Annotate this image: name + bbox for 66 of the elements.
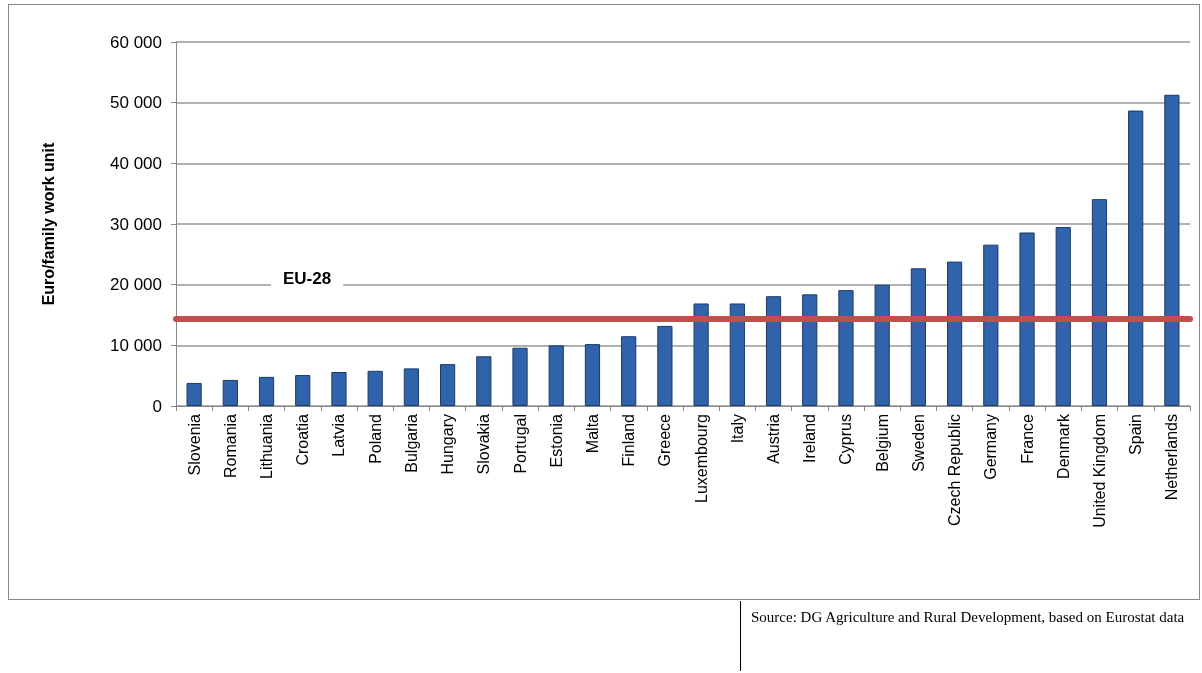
bar [222,379,238,406]
x-tick-label: Spain [1127,414,1145,455]
bar [1128,110,1144,406]
x-tick-label: Greece [656,413,674,467]
x-tick-label: Bulgaria [402,413,420,473]
bar [693,303,709,406]
bar [657,325,673,406]
bar [403,368,419,406]
bar [874,284,890,406]
x-tick-label: Malta [583,413,601,454]
x-tick-label: France [1018,413,1036,464]
bar [512,347,528,406]
y-tick-label: 60 000 [110,32,162,52]
x-tick-label: Finland [620,414,638,467]
x-tick-label: Latvia [330,413,348,457]
ref-line-label: EU-28 [283,268,332,288]
bar [548,345,564,406]
x-tick-label: Estonia [547,413,565,468]
y-tick-label: 50 000 [110,93,162,113]
y-axis-title: Euro/family work unit [39,141,57,306]
bar [765,296,782,406]
x-tick-label: Lithuania [258,413,276,479]
x-tick-label: Belgium [873,414,891,472]
bar [476,356,492,406]
x-tick-label: Italy [728,414,746,444]
y-tick-label: 0 [152,396,162,416]
bar [440,364,456,406]
y-tick-label: 40 000 [110,153,162,173]
bar [1164,94,1180,406]
x-tick-label: Cyprus [837,414,855,465]
bar [621,336,637,406]
x-tick-label: Slovenia [185,413,203,476]
source-note: Source: DG Agriculture and Rural Development, based on Eurostat data [740,601,1195,671]
bar [331,372,347,406]
bar [910,268,926,406]
x-tick-label: Portugal [511,414,529,474]
x-tick-label: Luxembourg [692,414,710,503]
x-tick-label: Netherlands [1163,414,1181,501]
x-tick-label: Czech Republic [946,414,964,527]
bar [295,375,311,406]
x-tick-label: Poland [366,414,384,464]
x-tick-label: Denmark [1054,413,1072,479]
bar [367,370,383,406]
bar [983,244,999,406]
x-tick-label: Sweden [909,414,927,472]
x-tick-label: Hungary [439,414,457,475]
bar [802,294,818,406]
bar [584,344,601,406]
bar [186,382,202,406]
x-tick-label: Austria [765,413,783,464]
bar [1091,199,1108,406]
y-tick-label: 30 000 [110,214,162,234]
bar [947,261,963,406]
x-tick-label: United Kingdom [1090,414,1108,528]
x-tick-label: Croatia [294,413,312,466]
y-tick-label: 10 000 [110,335,162,355]
bar [838,290,854,406]
x-tick-label: Germany [982,414,1000,480]
bar [1055,227,1071,406]
bar [1019,232,1035,406]
x-tick-label: Romania [221,413,239,479]
x-tick-label: Slovakia [475,413,493,475]
bar [258,376,275,406]
x-tick-label: Ireland [801,414,819,463]
bar [729,303,745,406]
y-tick-label: 20 000 [110,275,162,295]
